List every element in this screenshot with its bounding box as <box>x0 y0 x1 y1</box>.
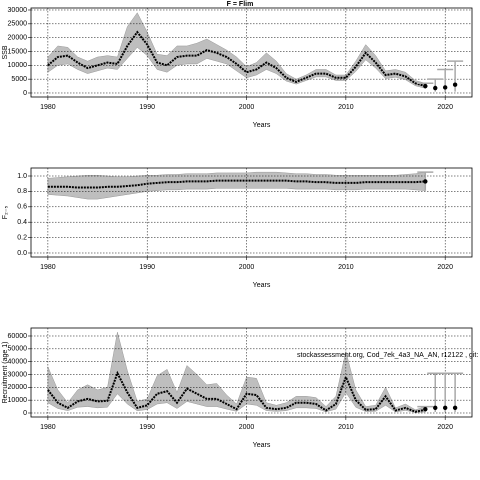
y-tick-label: 0 <box>23 90 27 97</box>
y-axis-label: F₂₋₅ <box>2 206 9 220</box>
projection-point <box>442 405 448 411</box>
x-tick-label: 2020 <box>437 424 453 431</box>
y-tick-label: 50000 <box>8 346 28 353</box>
y-tick-label: 0.4 <box>17 219 27 226</box>
y-axis-label: SSB <box>2 45 9 59</box>
y-tick-label: 30000 <box>8 7 28 14</box>
x-axis-label: Years <box>253 442 271 449</box>
x-tick-label: 2000 <box>239 264 255 271</box>
confidence-band <box>47 332 426 413</box>
plot-area <box>31 8 472 97</box>
x-tick-label: 1990 <box>139 104 155 111</box>
x-tick-label: 1980 <box>40 424 56 431</box>
y-tick-label: 10000 <box>8 62 28 69</box>
annotation: stockassessment.org, Cod_7ek_4a3_NA_AN, … <box>297 352 480 359</box>
plot-frame <box>30 167 473 258</box>
x-tick-label: 1980 <box>40 104 56 111</box>
x-tick-label: 2020 <box>437 104 453 111</box>
y-tick-label: 20000 <box>8 384 28 391</box>
plot-frame <box>30 7 473 98</box>
y-tick-label: 0.6 <box>17 204 27 211</box>
x-tick-label: 2020 <box>437 264 453 271</box>
projection-point <box>423 406 428 412</box>
y-tick-label: 40000 <box>8 359 28 366</box>
x-tick-label: 2000 <box>239 424 255 431</box>
panel: 0 10000 20000 30000 40000 50000 60000 1980 1990 2… <box>2 327 480 449</box>
plot-area <box>31 168 472 257</box>
estimate-line <box>47 370 426 413</box>
projection-point <box>423 83 428 89</box>
x-tick-label: 2010 <box>338 104 354 111</box>
y-tick-label: 0 <box>23 410 27 417</box>
projection-point <box>442 85 448 90</box>
x-tick-label: 1980 <box>40 264 56 271</box>
plot-frame <box>30 327 473 418</box>
chart-title: F = Flim <box>227 1 254 8</box>
x-tick-label: 1990 <box>139 264 155 271</box>
projection-point <box>452 82 458 87</box>
y-axis-label: Recruitment (age 1) <box>2 342 9 404</box>
x-tick-label: 2010 <box>338 264 354 271</box>
projection-point <box>452 405 458 411</box>
panel: 0 5000 10000 15000 20000 25000 30000 1980 1990 20… <box>2 1 473 129</box>
y-tick-label: 30000 <box>8 371 28 378</box>
y-tick-label: 10000 <box>8 397 28 404</box>
x-axis-label: Years <box>253 282 271 289</box>
y-tick-label: 25000 <box>8 21 28 28</box>
y-tick-label: 0.0 <box>17 250 27 257</box>
y-tick-label: 20000 <box>8 35 28 42</box>
projection-point <box>433 405 438 411</box>
panel: 0.0 0.2 0.4 0.6 0.8 1.0 1980 1990 2000 2010 2020 Ye… <box>2 167 473 289</box>
y-tick-label: 0.8 <box>17 188 27 195</box>
estimate-line <box>47 179 426 189</box>
y-tick-label: 1.0 <box>17 173 27 180</box>
plot-area <box>31 328 472 417</box>
projection-point <box>423 179 428 184</box>
y-tick-label: 5000 <box>11 76 27 83</box>
x-axis-label: Years <box>253 122 271 129</box>
y-tick-label: 15000 <box>8 48 28 55</box>
x-tick-label: 1990 <box>139 424 155 431</box>
confidence-band <box>47 171 426 200</box>
y-tick-label: 60000 <box>8 333 28 340</box>
estimate-line <box>47 30 426 88</box>
x-tick-label: 2000 <box>239 104 255 111</box>
x-tick-label: 2010 <box>338 424 354 431</box>
y-tick-label: 0.2 <box>17 234 27 241</box>
projection-point <box>433 85 438 91</box>
confidence-band <box>47 12 426 89</box>
